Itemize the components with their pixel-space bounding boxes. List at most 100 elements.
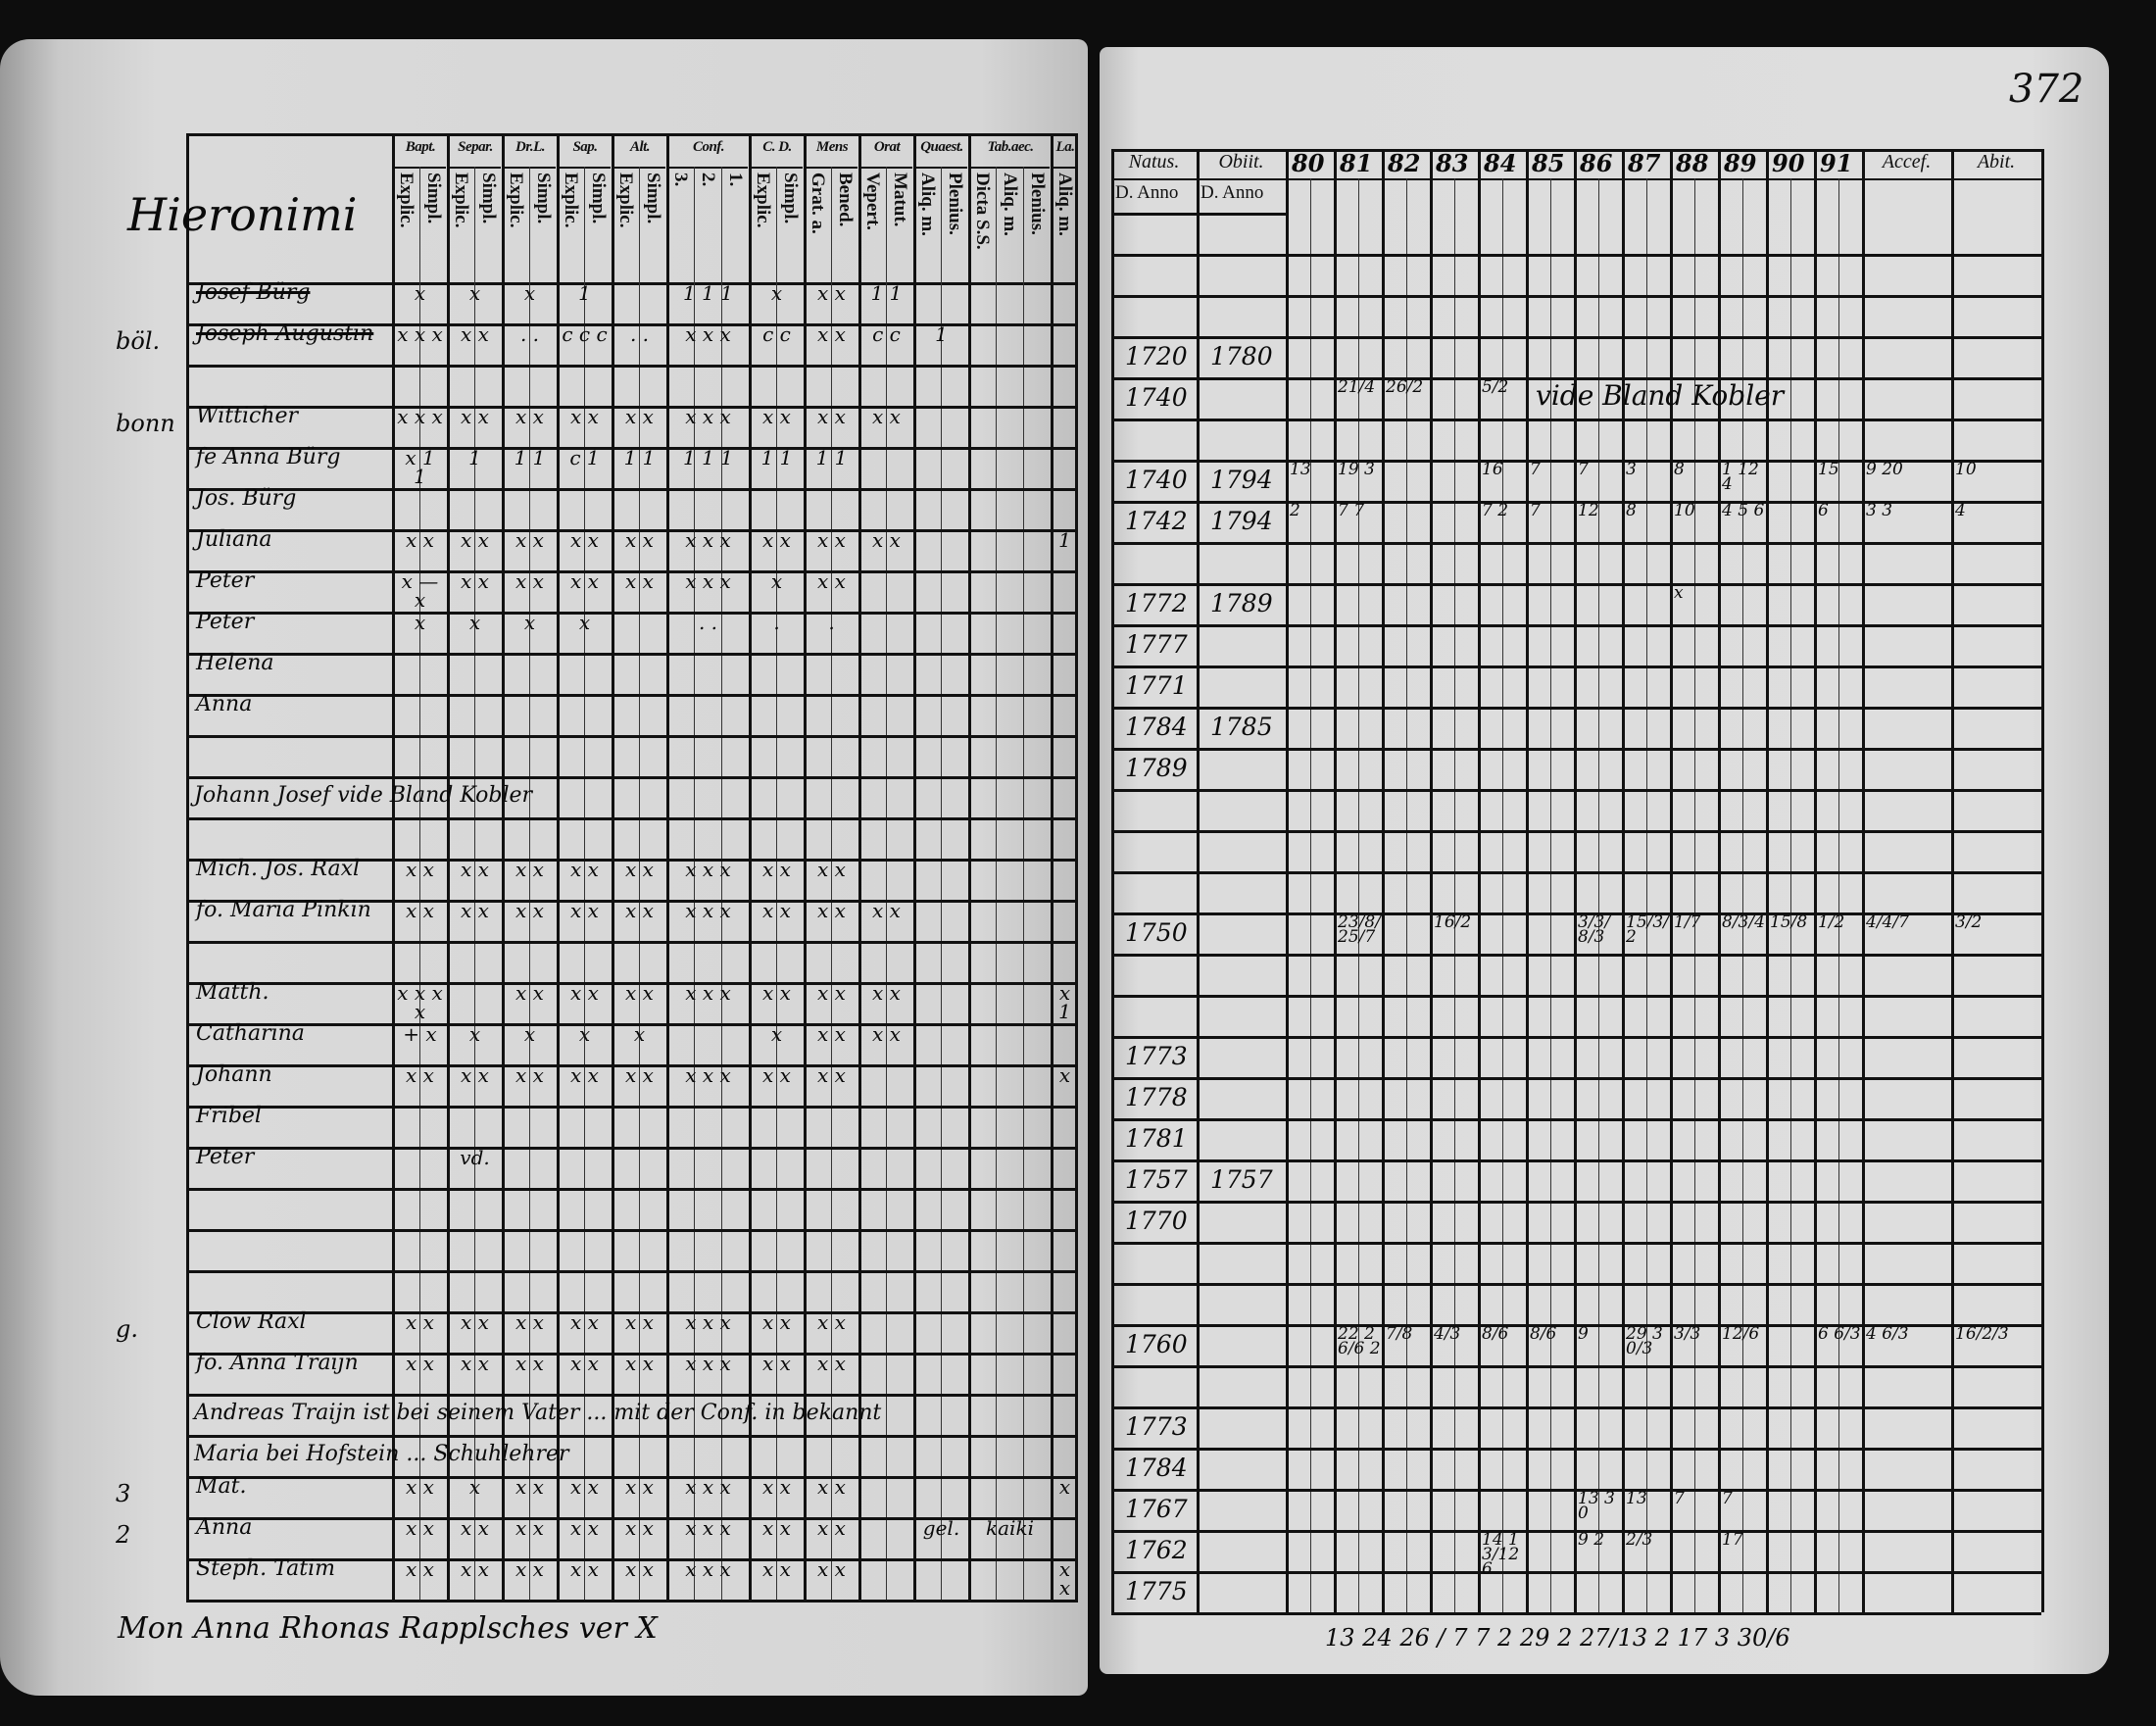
row-rule	[1111, 1571, 2041, 1574]
death-year: 1794	[1210, 466, 1273, 494]
sacrament-mark: x x	[570, 1475, 599, 1499]
person-name: Peter	[196, 1145, 255, 1169]
row-rule	[1111, 336, 2041, 339]
register-row	[1111, 954, 2041, 995]
year-entry: 9	[1578, 1324, 1589, 1344]
left-register-table: Hieronimi Bapt. Explic. Simpl. Separ. Explic.…	[116, 133, 1078, 1646]
sacrament-mark: x x	[461, 1310, 489, 1334]
sacrament-mark: x x	[625, 981, 654, 1005]
register-row: 1760 22 26/6 2 7/8 4/3 8/6 8/6 9 29 30/3 3/3 12/6…	[1111, 1324, 2041, 1365]
year-header: 85	[1532, 149, 1565, 177]
sacrament-mark: x x	[461, 569, 489, 593]
sacrament-mark: x x	[762, 1063, 791, 1087]
register-row: 1762 14 13/12 6 9 2 2/3 17	[1111, 1530, 2041, 1578]
row-rule	[186, 488, 1078, 491]
person-name: Anna	[196, 1515, 253, 1540]
birth-year: 1777	[1125, 630, 1188, 659]
year-half-divider	[1454, 178, 1455, 1612]
header-sub-label: 3.	[670, 173, 691, 187]
birth-year: 1789	[1125, 754, 1188, 782]
year-entry: 7	[1530, 501, 1541, 520]
margin-note: 2	[116, 1521, 131, 1549]
row-rule	[1111, 954, 2041, 957]
header-sub-label: Explic.	[506, 173, 526, 228]
sacrament-mark: x x	[817, 281, 846, 305]
sacrament-mark: x x	[817, 1352, 846, 1375]
group-divider	[858, 133, 861, 1600]
year-entry: 7/8	[1386, 1324, 1413, 1344]
register-row	[1111, 871, 2041, 912]
group-divider	[447, 133, 450, 1600]
sacrament-mark: x x	[515, 1063, 544, 1087]
year-half-divider	[1694, 178, 1695, 1612]
sacrament-mark: x x	[570, 858, 599, 881]
row-rule	[186, 1023, 1078, 1026]
row-rule	[186, 1558, 1078, 1561]
sacrament-mark: x x	[1058, 1557, 1071, 1600]
row-rule	[186, 1064, 1078, 1067]
header-sub-rule	[450, 167, 501, 169]
year-entry: 3/3/8/3	[1578, 912, 1611, 947]
sacrament-mark: x x	[872, 405, 901, 428]
year-entry: 12/6	[1722, 1324, 1760, 1344]
year-header: 90	[1772, 149, 1805, 177]
register-row	[1111, 542, 2041, 583]
sub-column-divider	[419, 167, 420, 1600]
year-column-divider	[1334, 149, 1337, 1612]
header-sub-rule	[669, 167, 748, 169]
sacrament-mark: x x	[817, 858, 846, 881]
year-column-divider	[1814, 149, 1817, 1612]
birth-year: 1784	[1125, 1454, 1188, 1482]
row-rule	[1111, 377, 2041, 380]
person-name: Peter	[196, 610, 255, 634]
year-column-divider	[1382, 149, 1385, 1612]
year-header: 89	[1724, 149, 1757, 177]
sacrament-mark: x x	[625, 1310, 654, 1334]
header-sub-rule	[752, 167, 803, 169]
year-header: 86	[1580, 149, 1613, 177]
sacrament-mark: x x x	[397, 322, 443, 346]
family-heading: Hieronimi	[127, 188, 358, 241]
margin-note: g.	[116, 1315, 138, 1343]
sacrament-mark: x x	[461, 858, 489, 881]
year-entry: 1/7	[1674, 912, 1701, 932]
person-name: fo. Anna Traijn	[196, 1351, 359, 1375]
birth-year: 1740	[1125, 466, 1188, 494]
row-rule	[186, 817, 1078, 820]
row-rule	[186, 776, 1078, 779]
row-rule	[1111, 871, 2041, 874]
row-rule	[186, 1147, 1078, 1150]
header-bottom-rule	[186, 282, 1078, 285]
year-entry: 7 2	[1482, 501, 1509, 520]
year-entry: 5/2	[1482, 377, 1509, 397]
year-entry: 2	[1290, 501, 1300, 520]
sacrament-mark: x x	[515, 981, 544, 1005]
sacrament-mark: x x	[817, 899, 846, 922]
row-rule	[1111, 830, 2041, 833]
year-header: 83	[1436, 149, 1469, 177]
sacrament-mark: x	[633, 1022, 646, 1046]
register-row: 1750 23/8/25/7 16/2 3/3/8/3 15/3/2 1/7 8/3/4 15…	[1111, 912, 2041, 954]
birth-year: 1771	[1125, 671, 1188, 700]
sacrament-mark: x	[468, 611, 481, 634]
register-row: böl. Joseph Augustin x x x x x . . c c c . . x …	[116, 322, 1078, 365]
accessit-header: Accef.	[1882, 151, 1932, 173]
sacrament-mark: 1 1	[623, 446, 656, 469]
death-year: 1757	[1210, 1165, 1273, 1194]
register-row: 1777	[1111, 624, 2041, 666]
header-sub-rule	[916, 167, 967, 169]
header-sub-label: Plenius.	[1027, 173, 1048, 235]
sacrament-mark: x	[770, 1022, 783, 1046]
sub-column-divider	[996, 167, 997, 1600]
person-name: Catharina	[196, 1021, 305, 1046]
row-rule	[1111, 789, 2041, 792]
sacrament-mark: x x	[406, 1557, 434, 1581]
year-half-divider	[1742, 178, 1743, 1612]
sacrament-mark: x x	[817, 1516, 846, 1540]
register-row: 1767 13 30 13 7 7	[1111, 1489, 2041, 1530]
year-entry: 7 7	[1338, 501, 1365, 520]
sacrament-mark: . .	[698, 611, 718, 634]
death-year: 1794	[1210, 507, 1273, 535]
header-sub-label: Explic.	[451, 173, 471, 228]
sacrament-mark: x x	[872, 528, 901, 552]
